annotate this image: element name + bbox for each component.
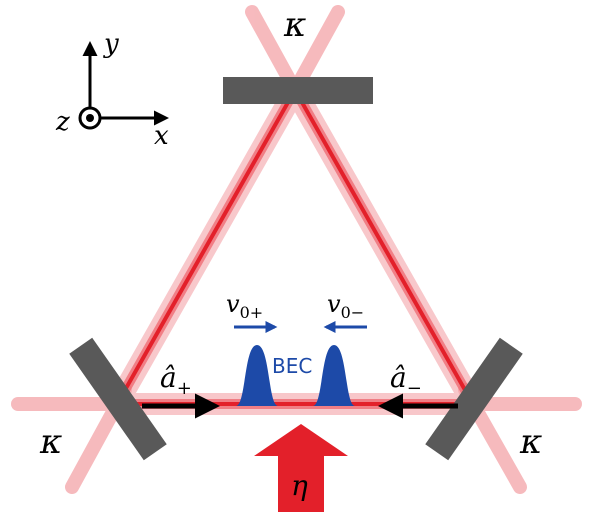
axis-y-label: y [103, 29, 119, 59]
left-mirror [69, 337, 167, 461]
axis-x-label: x [154, 121, 169, 151]
v-plus-base: v [226, 290, 240, 318]
v-plus-subscript: 0+ [240, 303, 264, 322]
a-minus-subscript: − [407, 378, 422, 399]
bec-cloud-left [236, 345, 278, 406]
coordinate-axes [78, 41, 169, 130]
a-minus-label: â− [390, 361, 422, 399]
a-minus-base: â [390, 361, 407, 394]
a-plus-subscript: + [177, 378, 192, 399]
top-mirror [223, 77, 373, 104]
kappa-left-label: κ [39, 422, 62, 462]
a-plus-label: â+ [160, 361, 192, 399]
z-axis-dot [86, 114, 94, 122]
a-plus-base: â [160, 361, 177, 394]
bec-label: BEC [272, 354, 312, 378]
v-minus-base: v [327, 290, 341, 318]
v-minus-subscript: 0− [341, 303, 365, 322]
kappa-top-label: κ [283, 5, 306, 45]
v-plus-label: v0+ [226, 290, 263, 322]
axis-z-label: z [55, 107, 70, 137]
v-minus-label: v0− [327, 290, 364, 322]
right-mirror [425, 337, 523, 461]
kappa-right-label: κ [519, 422, 542, 462]
pump-arrow [254, 424, 348, 512]
pump-label: η [291, 469, 308, 502]
bec-cloud-right [313, 345, 355, 406]
